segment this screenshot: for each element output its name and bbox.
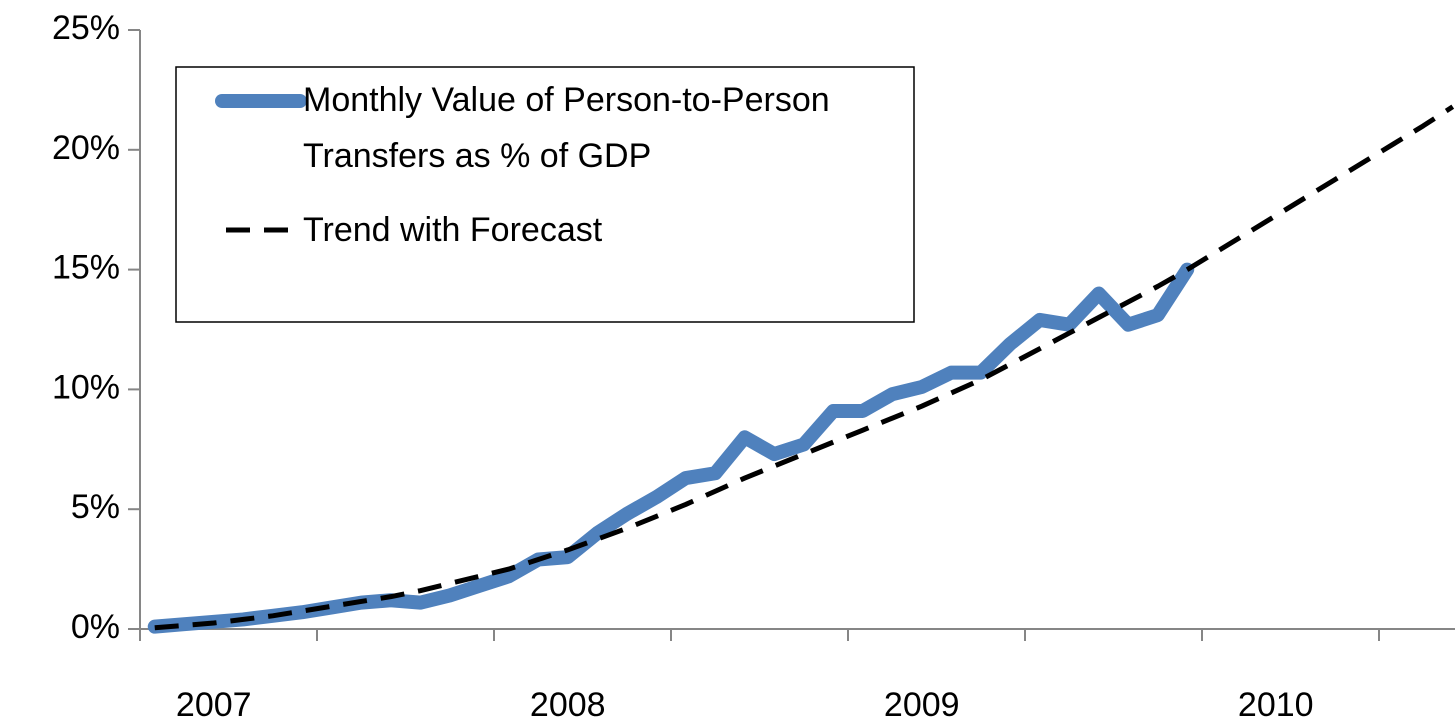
series-line (154, 104, 1455, 631)
series-line (147, 262, 1195, 634)
legend-box (175, 66, 915, 323)
legend-label: Monthly Value of Person-to-Person Transf… (303, 81, 830, 175)
x-tick-label: 2010 (1238, 686, 1314, 722)
x-tick-label: 2009 (884, 686, 960, 722)
y-tick-label: 5% (71, 488, 120, 526)
y-tick-label: 25% (52, 9, 120, 47)
y-tick-label: 0% (71, 608, 120, 646)
legend-label: Trend with Forecast (303, 211, 603, 249)
y-tick-label: 20% (52, 129, 120, 167)
x-tick-label: 2007 (176, 686, 252, 722)
y-tick-label: 15% (52, 249, 120, 287)
x-tick-label: 2008 (530, 686, 606, 722)
y-tick-label: 10% (52, 368, 120, 406)
